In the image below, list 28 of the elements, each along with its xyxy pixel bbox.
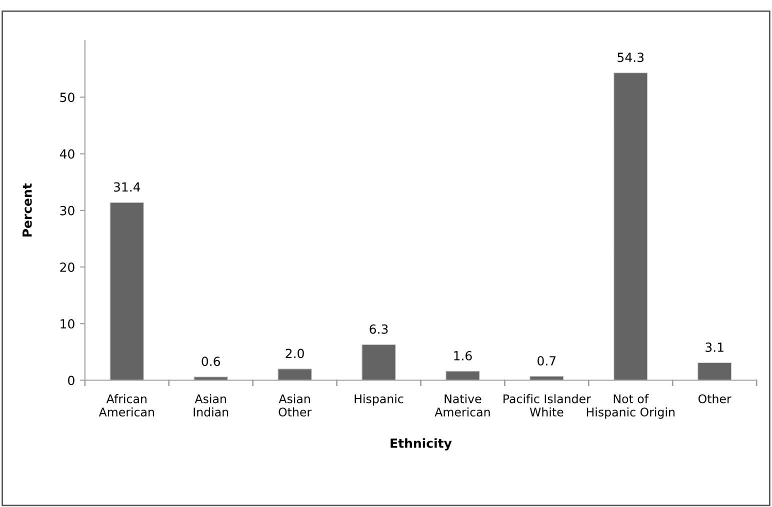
x-tick-label: Other	[698, 394, 732, 404]
data-label: 2.0	[286, 348, 304, 358]
bar	[446, 370, 480, 380]
data-label: 3.1	[706, 342, 724, 352]
y-tick-label: 20	[60, 262, 74, 272]
data-label: 1.6	[454, 350, 472, 360]
x-tick-label: Asian Other	[278, 394, 312, 416]
bar	[362, 344, 396, 380]
y-tick-label: 10	[60, 319, 74, 329]
x-tick-label: Hispanic	[354, 394, 404, 406]
y-tick-label: 50	[60, 92, 74, 102]
data-label: 54.3	[618, 52, 644, 62]
y-tick-label: 30	[60, 206, 74, 216]
data-label: 6.3	[370, 324, 388, 334]
x-tick-label: Native American	[434, 394, 490, 416]
data-label: 0.7	[538, 356, 556, 366]
x-axis-title: Ethnicity	[390, 438, 452, 450]
y-tick-label: 0	[68, 376, 74, 386]
bar	[613, 72, 648, 380]
data-label: 31.4	[114, 182, 140, 192]
bar	[278, 368, 312, 380]
y-tick-label: 40	[60, 149, 74, 159]
x-tick-label: Asian Indian	[194, 394, 228, 416]
bar	[697, 362, 732, 380]
bar	[110, 202, 144, 380]
data-label: 0.6	[202, 356, 220, 366]
x-tick-label: African American	[98, 394, 154, 416]
y-axis-title: Percent	[22, 183, 32, 237]
